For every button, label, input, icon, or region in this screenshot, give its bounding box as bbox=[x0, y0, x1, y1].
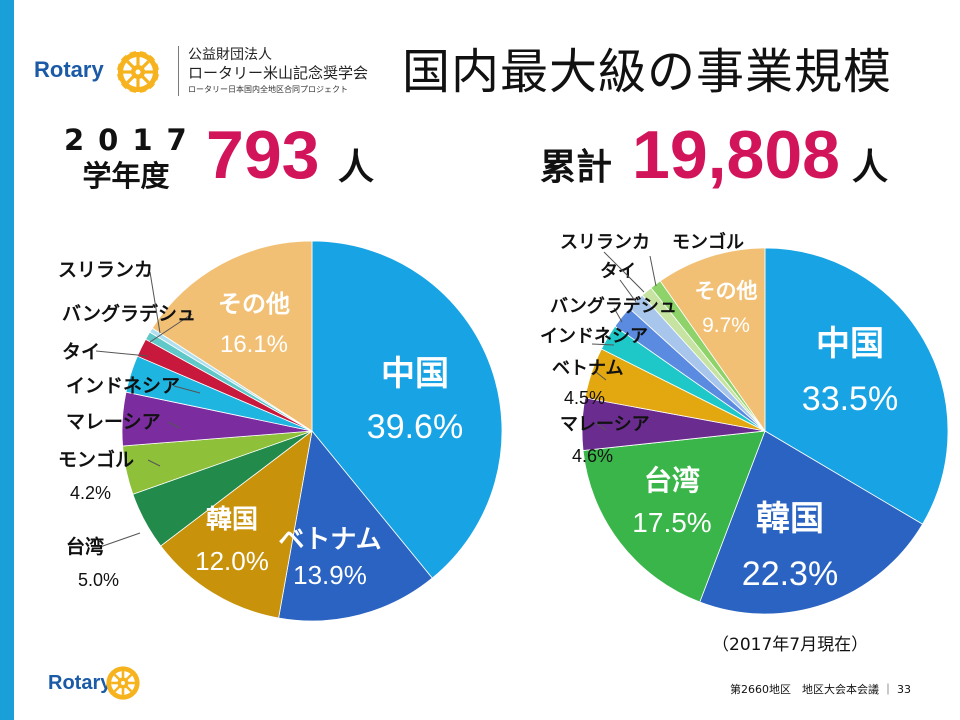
pie1-label-10: その他 bbox=[218, 290, 290, 318]
pie2-value-4: 4.5% bbox=[564, 388, 605, 408]
rotary-logo-text: Rotary bbox=[34, 57, 104, 82]
pie1-value-0: 39.6% bbox=[367, 408, 463, 446]
pie1-label-0: 中国 bbox=[381, 354, 449, 394]
pie1-value-3: 5.0% bbox=[78, 570, 119, 590]
org-subtitle-label: ロータリー日本国内全地区合同プロジェクト bbox=[188, 85, 348, 94]
year-count: 793 bbox=[206, 117, 320, 193]
as-of-date: （2017年7月現在） bbox=[712, 635, 869, 655]
pie2-leader-line-9 bbox=[649, 255, 657, 287]
pie1-slice-10 bbox=[151, 240, 313, 432]
left-accent-bar bbox=[0, 0, 14, 720]
pie1-label-7: タイ bbox=[62, 341, 100, 363]
pie1-leader-line-9 bbox=[149, 271, 161, 334]
pie1-value-2: 12.0% bbox=[195, 546, 269, 576]
pie1-slice-0 bbox=[311, 240, 503, 579]
pie2-label-7: タイ bbox=[600, 261, 636, 282]
pie2-value-0: 33.5% bbox=[802, 380, 898, 418]
pie2-leader-line-4 bbox=[595, 371, 607, 381]
rotary-wheel-icon bbox=[114, 48, 162, 96]
year-label: 2017 学年度 bbox=[64, 122, 188, 194]
total-unit: 人 bbox=[852, 147, 889, 188]
pie2-label-8: スリランカ bbox=[560, 232, 650, 253]
pie1-value-10: 16.1% bbox=[220, 331, 288, 358]
pie2-slice-10 bbox=[659, 247, 766, 433]
pie1-value-1: 13.9% bbox=[293, 560, 367, 590]
pie1-leader-line-3 bbox=[99, 532, 141, 548]
pie2-label-0: 中国 bbox=[816, 324, 884, 364]
pie2-leader-line-8 bbox=[603, 251, 645, 293]
pie2-value-2: 17.5% bbox=[632, 507, 711, 538]
pie2-leader-line-3 bbox=[595, 422, 607, 431]
pie2-value-3: 4.6% bbox=[572, 446, 613, 466]
pie1-slice-2 bbox=[160, 430, 313, 619]
pie1-leader-line-5 bbox=[167, 421, 181, 429]
pie1-slice-1 bbox=[278, 430, 433, 622]
pie2-leader-line-6 bbox=[613, 307, 623, 323]
pie2-label-4: ベトナム bbox=[552, 358, 623, 379]
pie1-label-1: ベトナム bbox=[278, 525, 381, 555]
pie2-leader-line-5 bbox=[591, 343, 615, 346]
pie1-label-8: バングラデシュ bbox=[62, 302, 196, 325]
pie1-leader-line-4 bbox=[147, 459, 161, 467]
pie1-label-5: マレーシア bbox=[66, 411, 161, 433]
pie2-value-1: 22.3% bbox=[742, 555, 838, 593]
org-type-label: 公益財団法人 bbox=[188, 47, 272, 63]
year-unit: 人 bbox=[338, 147, 375, 188]
page-title: 国内最大級の事業規模 bbox=[402, 44, 893, 100]
pie1-label-6: インドネシア bbox=[66, 375, 180, 397]
pie1-value-4: 4.2% bbox=[70, 483, 111, 503]
pie2-label-6: バングラデシュ bbox=[550, 295, 677, 317]
pie2-label-3: マレーシア bbox=[560, 414, 650, 435]
pie2-slice-0 bbox=[764, 247, 949, 525]
year-label-text: 学年度 bbox=[82, 159, 170, 193]
pie1-label-2: 韓国 bbox=[206, 505, 258, 535]
pie1-label-4: モンゴル bbox=[58, 448, 134, 471]
total-count: 19,808 bbox=[632, 117, 840, 193]
org-name-label: ロータリー米山記念奨学会 bbox=[188, 64, 369, 82]
pie2-label-1: 韓国 bbox=[756, 499, 824, 539]
pie2-label-2: 台湾 bbox=[644, 464, 700, 497]
pie1-label-9: スリランカ bbox=[58, 259, 153, 281]
pie2-slice-2 bbox=[582, 430, 766, 603]
pie1-leader-line-7 bbox=[95, 350, 149, 357]
pie1-leader-line-8 bbox=[149, 313, 193, 343]
footer-page-info: 第2660地区 地区大会本会議 ｜ 33 bbox=[730, 683, 911, 696]
year-label-number: 2017 bbox=[64, 123, 201, 157]
pie2-label-5: インドネシア bbox=[540, 326, 648, 347]
pie2-slice-1 bbox=[699, 430, 924, 615]
pie1-leader-line-6 bbox=[173, 385, 201, 394]
pie2-label-10: その他 bbox=[695, 279, 758, 303]
pie1-label-3: 台湾 bbox=[66, 535, 104, 558]
rotary-footer-wheel-icon bbox=[106, 666, 140, 700]
total-label: 累計 bbox=[540, 147, 613, 188]
pie2-leader-line-7 bbox=[619, 279, 637, 303]
pie2-value-10: 9.7% bbox=[702, 314, 750, 337]
pie2-label-9: モンゴル bbox=[672, 231, 744, 253]
logo-divider bbox=[178, 46, 179, 96]
rotary-footer-logo-text: Rotary bbox=[48, 672, 112, 694]
